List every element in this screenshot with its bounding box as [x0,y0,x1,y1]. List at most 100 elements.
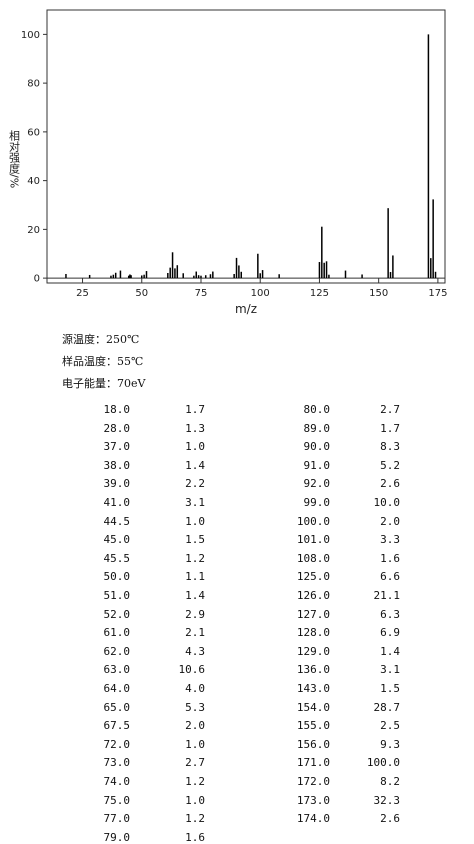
intensity-cell: 6.9 [380,626,400,640]
intensity-cell: 1.4 [185,458,205,472]
mz-cell: 62.0 [103,644,131,658]
intensity-cell: 4.3 [185,644,205,658]
mz-cell: 77.0 [103,812,131,826]
intensity-cell: 3.1 [185,496,205,509]
mz-cell: 74.0 [103,775,131,788]
mz-cell: 67.5 [103,719,131,733]
intensity-cell: 2.7 [185,756,205,770]
intensity-cell: 8.3 [380,440,400,454]
y-tick-label: 60 [27,127,40,138]
mz-cell: 50.0 [103,570,131,584]
mz-cell: 136.0 [296,663,330,677]
y-tick-label: 40 [27,176,40,187]
x-tick-label: 100 [251,288,270,299]
x-tick-label: 25 [76,288,89,299]
intensity-cell: 2.7 [380,403,400,416]
mz-cell: 171.0 [296,756,330,770]
intensity-cell: 1.4 [380,644,400,658]
mz-cell: 45.5 [103,551,131,565]
y-tick-label: 0 [34,274,40,285]
mz-cell: 100.0 [296,514,330,528]
intensity-cell: 2.0 [185,719,205,733]
intensity-cell: 2.0 [380,514,400,528]
mz-cell: 64.0 [103,682,131,695]
mz-cell: 127.0 [296,607,330,621]
intensity-cell: 2.6 [380,812,400,826]
x-tick-label: 125 [310,288,329,299]
intensity-cell: 1.2 [185,812,205,826]
intensity-cell: 32.3 [373,793,401,807]
mz-cell: 18.0 [103,403,131,416]
mz-cell: 61.0 [103,626,131,640]
intensity-cell: 2.9 [185,607,205,621]
intensity-cell: 1.0 [185,514,205,528]
mz-cell: 155.0 [296,719,330,733]
page: {"chart_data": {"type": "bar", "xlabel":… [7,9,448,844]
mz-cell: 73.0 [103,756,131,770]
y-tick-label: 80 [27,79,40,90]
intensity-cell: 1.6 [380,551,400,565]
intensity-cell: 100.0 [366,756,400,770]
intensity-cell: 8.2 [380,775,400,788]
y-tick-label: 20 [27,225,40,236]
intensity-cell: 1.7 [380,421,400,435]
mz-cell: 65.0 [103,700,131,714]
mz-cell: 143.0 [296,682,330,695]
mz-cell: 38.0 [103,458,131,472]
intensity-cell: 3.1 [380,663,400,677]
intensity-cell: 1.5 [185,533,205,547]
x-tick-label: 75 [195,288,208,299]
mz-cell: 172.0 [296,775,330,788]
mz-cell: 154.0 [296,700,330,714]
chart: 相对强度/% m/z 0 20 40 60 80 100 25 50 75 100 125 150 17… [8,9,447,316]
x-axis-label: m/z [235,302,257,316]
mz-cell: 125.0 [296,570,330,584]
mz-cell: 72.0 [103,737,131,751]
mz-cell: 129.0 [296,644,330,658]
intensity-cell: 1.6 [185,830,205,844]
y-tick-label: 100 [21,30,40,41]
info-line: 样品温度：55℃ [62,355,144,368]
mz-cell: 41.0 [103,496,131,509]
intensity-cell: 1.3 [185,421,205,435]
intensity-cell: 3.3 [380,533,400,547]
intensity-cell: 1.2 [185,775,205,788]
mz-cell: 91.0 [303,458,331,472]
intensity-cell: 6.6 [380,570,400,584]
mz-cell: 44.5 [103,514,131,528]
x-tick-label: 150 [369,288,388,299]
intensity-cell: 1.7 [185,403,205,416]
plot-frame [46,9,446,284]
intensity-cell: 2.6 [380,477,400,491]
intensity-cell: 1.0 [185,793,205,807]
mz-cell: 28.0 [103,421,131,435]
mz-cell: 101.0 [296,533,330,547]
intensity-cell: 1.5 [380,682,400,695]
mz-cell: 63.0 [103,663,131,677]
mz-cell: 79.0 [103,830,131,844]
intensity-cell: 6.3 [380,607,400,621]
intensity-cell: 5.2 [380,458,400,472]
info-line: 源温度：250℃ [62,333,140,346]
intensity-cell: 2.1 [185,626,205,640]
intensity-cell: 28.7 [373,700,401,714]
mz-cell: 174.0 [296,812,330,826]
intensity-cell: 21.1 [373,589,401,602]
mz-cell: 108.0 [296,551,330,565]
mz-cell: 90.0 [303,440,331,454]
intensity-cell: 4.0 [185,682,205,695]
mz-cell: 37.0 [103,440,131,454]
mz-cell: 39.0 [103,477,131,491]
mz-cell: 126.0 [296,589,330,602]
mz-cell: 75.0 [103,793,131,807]
mz-cell: 52.0 [103,607,131,621]
intensity-cell: 10.6 [178,663,206,677]
mz-cell: 99.0 [303,496,331,509]
mz-cell: 45.0 [103,533,131,547]
info-line: 电子能量：70eV [62,377,146,390]
mz-cell: 128.0 [296,626,330,640]
intensity-cell: 1.0 [185,737,205,751]
x-tick-label: 50 [135,288,148,299]
mz-cell: 89.0 [303,421,331,435]
intensity-cell: 2.5 [380,719,400,733]
